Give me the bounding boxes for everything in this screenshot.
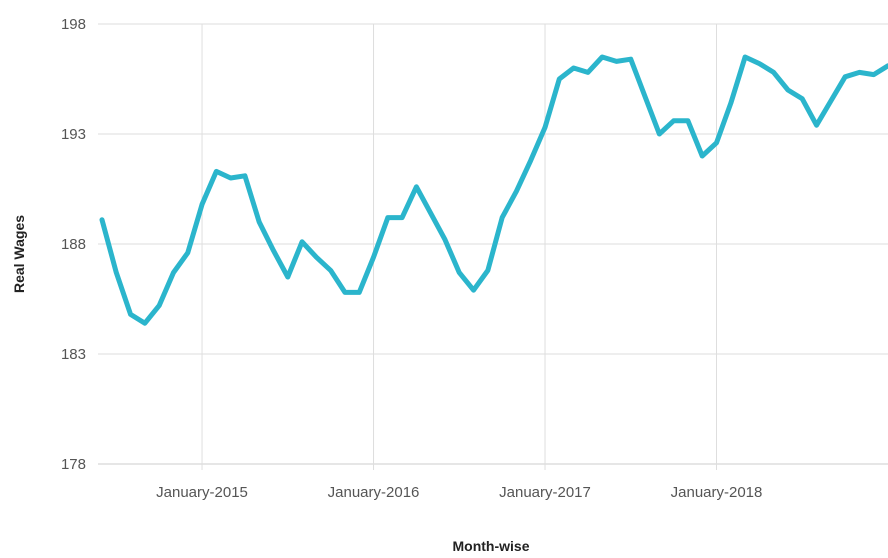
data-point: [599, 54, 605, 60]
series-layer: [99, 54, 888, 326]
x-tick-label: January-2018: [671, 484, 763, 501]
data-point: [371, 254, 377, 260]
data-point: [270, 248, 276, 254]
data-point: [542, 124, 548, 130]
data-point: [256, 219, 262, 225]
data-point: [513, 188, 519, 194]
data-point: [313, 254, 319, 260]
data-point: [685, 118, 691, 124]
data-point: [156, 303, 162, 309]
data-point: [399, 215, 405, 221]
data-point: [671, 118, 677, 124]
data-point: [799, 96, 805, 102]
data-point: [99, 217, 105, 223]
y-tick-label: 193: [61, 126, 86, 143]
data-point: [442, 237, 448, 243]
data-point: [814, 122, 820, 128]
data-point: [228, 175, 234, 181]
data-point: [728, 100, 734, 106]
data-point: [128, 311, 134, 317]
data-point: [785, 87, 791, 93]
x-axis-title: Month-wise: [453, 538, 530, 554]
data-point: [585, 69, 591, 75]
data-point: [499, 215, 505, 221]
data-point: [456, 270, 462, 276]
series-line-real-wages: [99, 54, 888, 326]
data-point: [628, 56, 634, 62]
data-point: [742, 54, 748, 60]
data-point: [613, 58, 619, 64]
data-point: [242, 173, 248, 179]
data-point: [642, 94, 648, 100]
y-tick-label: 188: [61, 236, 86, 253]
x-tick-labels: January-2015 January-2016 January-2017 Janu…: [156, 484, 762, 501]
data-point: [856, 69, 862, 75]
data-point: [299, 239, 305, 245]
y-tick-label: 198: [61, 16, 86, 33]
y-tick-labels: 178 183 188 193 198: [61, 16, 86, 473]
x-tick-label: January-2017: [499, 484, 591, 501]
data-point: [528, 157, 534, 163]
data-point: [556, 76, 562, 82]
y-tick-label: 178: [61, 456, 86, 473]
data-point: [656, 131, 662, 137]
x-tick-label: January-2016: [328, 484, 420, 501]
data-point: [571, 65, 577, 71]
data-point: [199, 201, 205, 207]
data-point: [185, 250, 191, 256]
data-point: [871, 72, 877, 78]
data-point: [771, 69, 777, 75]
data-point: [142, 320, 148, 326]
data-point: [328, 267, 334, 273]
data-point: [471, 287, 477, 293]
y-tick-label: 183: [61, 346, 86, 363]
data-point: [699, 153, 705, 159]
data-point: [714, 140, 720, 146]
data-point: [113, 270, 119, 276]
data-point: [213, 168, 219, 174]
data-point: [170, 270, 176, 276]
data-point: [485, 267, 491, 273]
data-point: [285, 274, 291, 280]
data-point: [342, 289, 348, 295]
data-point: [842, 74, 848, 80]
data-point: [428, 210, 434, 216]
data-point: [356, 289, 362, 295]
data-point: [413, 184, 419, 190]
data-point: [385, 215, 391, 221]
y-axis-title: Real Wages: [11, 215, 27, 293]
data-point: [756, 61, 762, 67]
x-tick-label: January-2015: [156, 484, 248, 501]
data-point: [828, 98, 834, 104]
